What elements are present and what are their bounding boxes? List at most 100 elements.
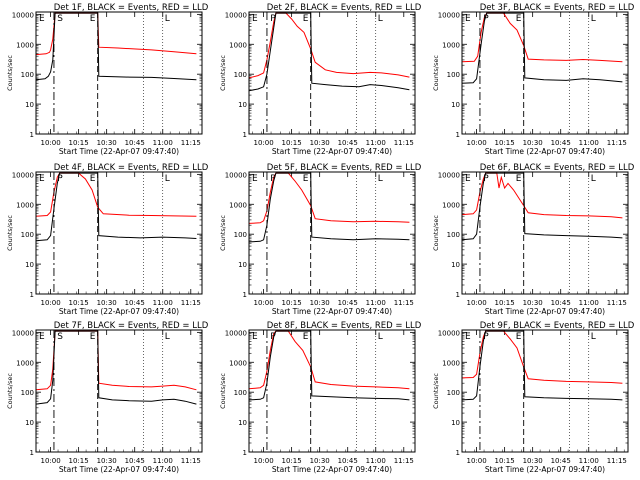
panel-title: Det 6F, BLACK = Events, RED = LLD bbox=[480, 163, 635, 173]
series-lld bbox=[249, 330, 410, 390]
detector-panel-2: Det 2F, BLACK = Events, RED = LLD Counts/… bbox=[219, 3, 422, 156]
event-marker: E bbox=[252, 174, 258, 184]
x-tick-label: 10:45 bbox=[338, 139, 358, 147]
x-tick-label: 11:15 bbox=[181, 299, 201, 307]
panel-title: Det 4F, BLACK = Events, RED = LLD bbox=[54, 163, 209, 173]
plot-frame bbox=[35, 329, 203, 453]
event-marker: P bbox=[57, 174, 63, 184]
y-tick-label: 10000 bbox=[225, 171, 247, 179]
x-tick-label: 10:00 bbox=[253, 457, 273, 465]
y-tick-label: 10 bbox=[25, 101, 34, 109]
x-tick-label: 11:15 bbox=[394, 457, 414, 465]
x-tick-label: 11:15 bbox=[394, 299, 414, 307]
event-marker: E bbox=[90, 174, 96, 184]
x-axis-label: Start Time (22-Apr-07 09:47:40) bbox=[485, 307, 605, 316]
panel-title: Det 9F, BLACK = Events, RED = LLD bbox=[480, 321, 635, 331]
event-marker: L bbox=[591, 174, 596, 184]
x-tick-label: 10:45 bbox=[125, 299, 145, 307]
series-events bbox=[249, 172, 410, 243]
x-tick-label: 10:15 bbox=[282, 139, 302, 147]
series-lld bbox=[36, 330, 197, 391]
event-marker: E bbox=[516, 14, 522, 24]
x-tick-label: 10:15 bbox=[69, 139, 89, 147]
event-marker: E bbox=[516, 174, 522, 184]
event-marker: E bbox=[39, 332, 45, 342]
y-tick-label: 10 bbox=[451, 419, 460, 427]
plot-frame bbox=[248, 11, 416, 135]
x-tick-label: 11:00 bbox=[366, 299, 386, 307]
y-tick-label: 1000 bbox=[442, 201, 460, 209]
y-tick-label: 10000 bbox=[438, 11, 460, 19]
plot-frame bbox=[248, 171, 416, 295]
y-tick-label: 1 bbox=[456, 449, 460, 457]
event-marker: E bbox=[465, 14, 471, 24]
detector-panel-9: Det 9F, BLACK = Events, RED = LLD Counts/… bbox=[432, 321, 635, 474]
x-tick-label: 11:00 bbox=[153, 139, 173, 147]
y-tick-label: 1000 bbox=[16, 359, 34, 367]
y-axis-label: Counts/sec bbox=[219, 55, 227, 91]
x-tick-label: 10:45 bbox=[338, 299, 358, 307]
y-tick-label: 10 bbox=[451, 101, 460, 109]
x-tick-label: 11:00 bbox=[579, 139, 599, 147]
event-marker: P bbox=[270, 174, 276, 184]
y-tick-label: 10000 bbox=[438, 171, 460, 179]
y-tick-label: 100 bbox=[447, 71, 460, 79]
series-events bbox=[249, 12, 410, 92]
y-tick-label: 10000 bbox=[12, 329, 34, 337]
x-tick-label: 11:00 bbox=[366, 457, 386, 465]
series-lld bbox=[462, 12, 623, 63]
y-tick-label: 100 bbox=[21, 71, 34, 79]
x-axis-label: Start Time (22-Apr-07 09:47:40) bbox=[485, 465, 605, 474]
event-marker: L bbox=[165, 14, 170, 24]
detector-panel-4: Det 4F, BLACK = Events, RED = LLD Counts/… bbox=[6, 163, 209, 316]
y-tick-label: 1000 bbox=[16, 201, 34, 209]
x-axis-label: Start Time (22-Apr-07 09:47:40) bbox=[272, 465, 392, 474]
event-marker: S bbox=[57, 14, 63, 24]
x-tick-label: 10:30 bbox=[523, 139, 543, 147]
y-tick-label: 10000 bbox=[12, 171, 34, 179]
event-marker: E bbox=[252, 332, 258, 342]
plot-frame bbox=[35, 11, 203, 135]
x-tick-label: 10:00 bbox=[466, 457, 486, 465]
y-tick-label: 1000 bbox=[442, 41, 460, 49]
y-axis-label: Counts/sec bbox=[432, 215, 440, 251]
x-tick-label: 10:00 bbox=[253, 139, 273, 147]
event-marker: P bbox=[270, 332, 276, 342]
event-marker: L bbox=[165, 174, 170, 184]
x-tick-label: 10:00 bbox=[253, 299, 273, 307]
y-tick-label: 10 bbox=[25, 261, 34, 269]
y-axis-label: Counts/sec bbox=[432, 373, 440, 409]
y-tick-label: 1000 bbox=[229, 41, 247, 49]
event-marker: E bbox=[39, 174, 45, 184]
x-axis-label: Start Time (22-Apr-07 09:47:40) bbox=[59, 307, 179, 316]
series-lld bbox=[249, 12, 410, 79]
y-tick-label: 10 bbox=[238, 261, 247, 269]
x-tick-label: 10:45 bbox=[551, 457, 571, 465]
x-tick-label: 11:00 bbox=[153, 299, 173, 307]
x-tick-label: 11:15 bbox=[394, 139, 414, 147]
panel-title: Det 8F, BLACK = Events, RED = LLD bbox=[267, 321, 422, 331]
detector-panel-1: Det 1F, BLACK = Events, RED = LLD Counts/… bbox=[6, 3, 209, 156]
event-marker: L bbox=[591, 14, 596, 24]
x-tick-label: 10:45 bbox=[125, 457, 145, 465]
x-tick-label: 10:30 bbox=[97, 299, 117, 307]
x-tick-label: 10:00 bbox=[40, 299, 60, 307]
x-tick-label: 10:45 bbox=[551, 139, 571, 147]
event-marker: L bbox=[591, 332, 596, 342]
y-tick-label: 10 bbox=[25, 419, 34, 427]
y-tick-label: 10 bbox=[451, 261, 460, 269]
series-events bbox=[36, 330, 197, 405]
y-axis-label: Counts/sec bbox=[219, 215, 227, 251]
y-axis-label: Counts/sec bbox=[432, 55, 440, 91]
x-axis-label: Start Time (22-Apr-07 09:47:40) bbox=[272, 147, 392, 156]
event-marker: E bbox=[465, 332, 471, 342]
y-tick-label: 100 bbox=[21, 389, 34, 397]
x-tick-label: 10:00 bbox=[466, 299, 486, 307]
event-marker: L bbox=[378, 14, 383, 24]
plot-frame bbox=[461, 171, 629, 295]
detector-panel-8: Det 8F, BLACK = Events, RED = LLD Counts/… bbox=[219, 321, 422, 474]
panel-title: Det 5F, BLACK = Events, RED = LLD bbox=[267, 163, 422, 173]
y-axis-label: Counts/sec bbox=[6, 55, 14, 91]
x-tick-label: 11:15 bbox=[607, 299, 627, 307]
y-tick-label: 100 bbox=[234, 389, 247, 397]
